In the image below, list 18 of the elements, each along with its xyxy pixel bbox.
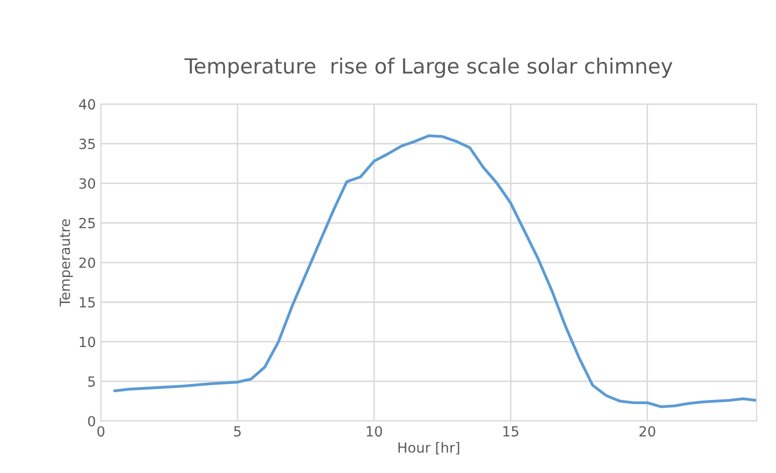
x-tick-label: 10 bbox=[366, 426, 382, 437]
x-tick-label: 0 bbox=[97, 426, 104, 437]
y-tick-label: 35 bbox=[79, 138, 95, 150]
chart-title: Temperature rise of Large scale solar chimney bbox=[184, 58, 672, 78]
y-tick-label: 5 bbox=[88, 376, 95, 387]
x-tick-label: 5 bbox=[234, 426, 241, 437]
y-tick-label: 10 bbox=[80, 336, 96, 348]
y-axis-title: Temperautre bbox=[60, 219, 73, 307]
y-tick-label: 0 bbox=[88, 416, 96, 426]
line-series bbox=[113, 134, 757, 408]
y-tick-label: 40 bbox=[79, 99, 96, 110]
x-tick-label: 20 bbox=[639, 426, 656, 437]
y-tick-label: 30 bbox=[79, 178, 96, 189]
y-tick-label: 15 bbox=[80, 297, 95, 308]
x-axis-title: Hour [hr] bbox=[398, 442, 460, 454]
y-tick-label: 20 bbox=[79, 257, 96, 268]
x-tick-label: 15 bbox=[503, 426, 518, 437]
y-tick-label: 25 bbox=[79, 218, 95, 228]
